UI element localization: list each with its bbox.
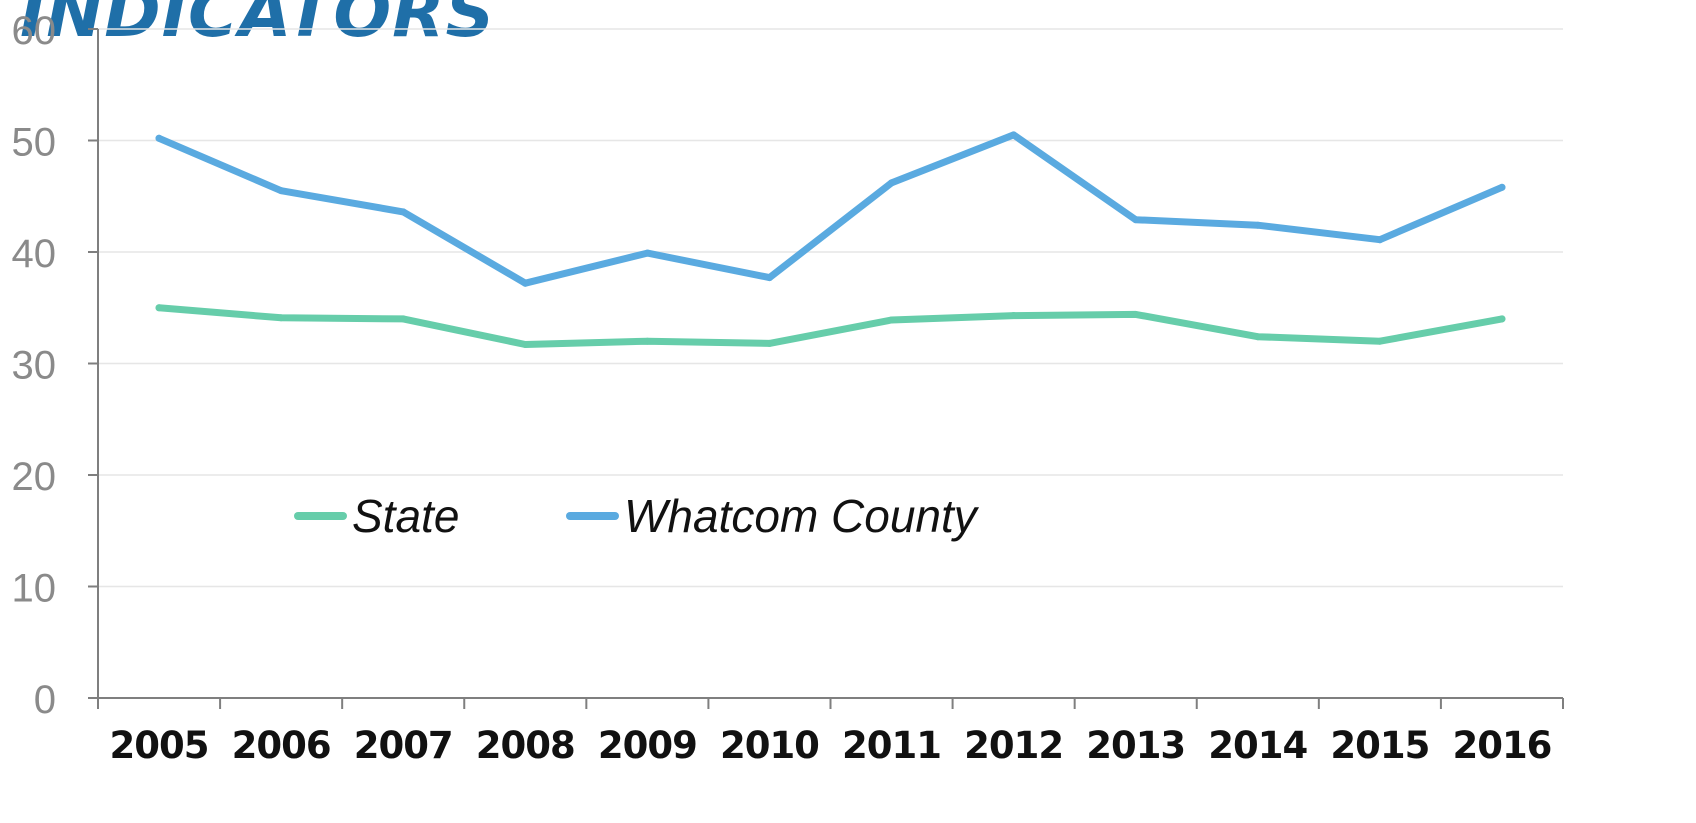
- axes: 0 10 20 30 40 50 60 2005 2006 2007 2008 2009 2010 201…: [12, 9, 1564, 767]
- data-point: [1132, 310, 1140, 318]
- y-tick-label: 60: [12, 9, 57, 53]
- data-point: [277, 187, 285, 195]
- x-tick-label: 2006: [232, 724, 331, 767]
- y-tick-label: 50: [12, 121, 57, 165]
- y-tick-label: 0: [34, 678, 56, 722]
- data-point: [1498, 315, 1506, 323]
- legend-label: State: [352, 490, 459, 542]
- data-point: [1254, 333, 1262, 341]
- data-point: [643, 337, 651, 345]
- legend-label: Whatcom County: [624, 490, 980, 542]
- x-tick-label: 2013: [1086, 724, 1185, 767]
- data-point: [888, 179, 896, 187]
- data-point: [1498, 183, 1506, 191]
- data-point: [155, 134, 163, 142]
- data-point: [521, 341, 529, 349]
- x-tick-label: 2011: [842, 724, 941, 767]
- data-point: [765, 274, 773, 282]
- data-point: [1254, 221, 1262, 229]
- data-point: [155, 304, 163, 312]
- data-point: [765, 339, 773, 347]
- y-tick-label: 10: [12, 567, 57, 611]
- x-tick-label: 2015: [1330, 724, 1429, 767]
- y-tick-label: 20: [12, 455, 57, 499]
- x-tick-label: 2005: [110, 724, 209, 767]
- series-line-state: [155, 304, 1506, 348]
- x-tick-label: 2016: [1452, 724, 1551, 767]
- data-point: [1010, 131, 1018, 139]
- x-tick-label: 2008: [476, 724, 575, 767]
- data-point: [1376, 236, 1384, 244]
- x-tick-label: 2012: [964, 724, 1063, 767]
- x-tick-label: 2009: [598, 724, 697, 767]
- series-lines: [155, 131, 1506, 349]
- data-point: [1132, 216, 1140, 224]
- y-tick-label: 30: [12, 344, 57, 388]
- chart-title: INDICATORS: [20, 0, 496, 53]
- data-point: [521, 279, 529, 287]
- data-point: [1376, 337, 1384, 345]
- gridlines: [98, 28, 1563, 588]
- data-point: [643, 249, 651, 257]
- series-line-whatcom-county: [155, 131, 1506, 287]
- x-tick-label: 2014: [1208, 724, 1307, 767]
- data-point: [277, 314, 285, 322]
- x-tick-label: 2010: [720, 724, 819, 767]
- data-point: [399, 315, 407, 323]
- data-point: [1010, 312, 1018, 320]
- data-point: [888, 316, 896, 324]
- data-point: [399, 208, 407, 216]
- x-tick-label: 2007: [354, 724, 453, 767]
- y-tick-label: 40: [12, 232, 57, 276]
- legend: State Whatcom County: [294, 490, 980, 542]
